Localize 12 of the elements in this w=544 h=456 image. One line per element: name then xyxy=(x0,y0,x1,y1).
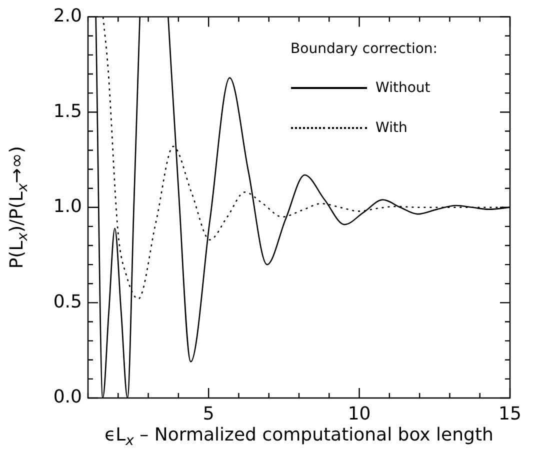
y-tick-label: 1.0 xyxy=(53,196,82,218)
legend-label: With xyxy=(376,120,408,136)
y-tick-label: 0.5 xyxy=(53,291,82,312)
legend-label: Without xyxy=(376,80,430,96)
y-axis-title: P(Lx)/P(Lx→∞) xyxy=(6,146,32,269)
x-tick-label: 10 xyxy=(348,403,371,424)
legend-title: Boundary correction: xyxy=(290,40,438,57)
x-tick-label: 15 xyxy=(498,403,522,424)
x-tick-label: 5 xyxy=(202,403,214,424)
y-tick-label: 2.0 xyxy=(53,5,82,26)
y-tick-label: 0.0 xyxy=(53,386,82,408)
y-tick-label: 1.5 xyxy=(53,100,82,122)
